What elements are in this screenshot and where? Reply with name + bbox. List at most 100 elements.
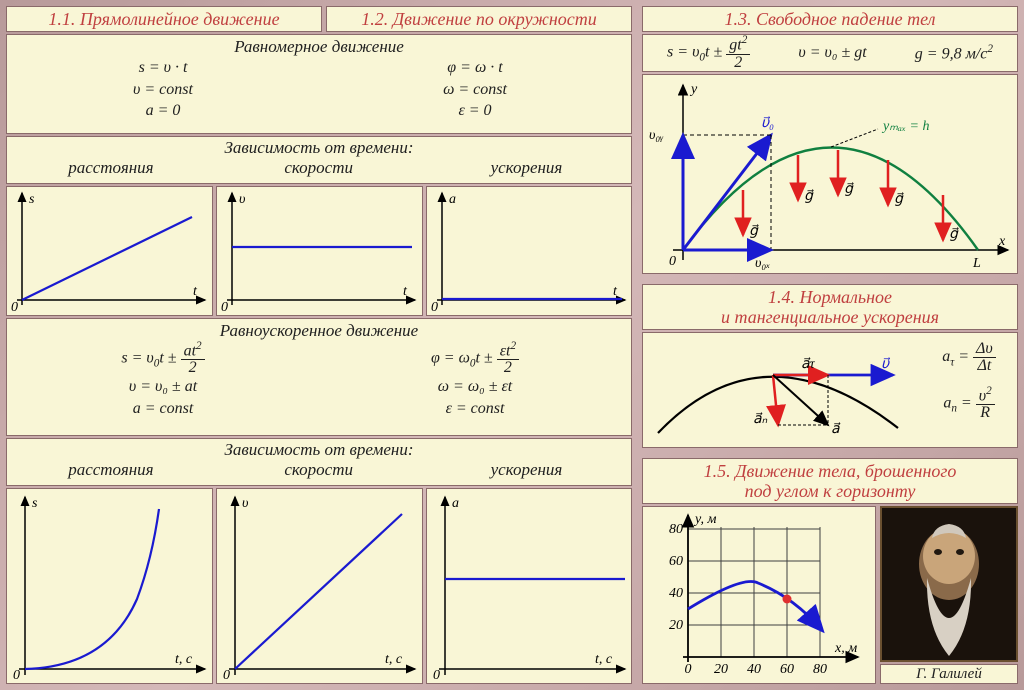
ga-s-0: 0 bbox=[13, 668, 20, 683]
s13-v0x: υ₀ₓ bbox=[755, 256, 770, 271]
uf-l1: s = υ · t bbox=[7, 57, 319, 79]
s13-x: x bbox=[998, 234, 1006, 249]
uniform-panel: Равномерное движение s = υ · t υ = const… bbox=[6, 34, 632, 134]
svg-sec13: y x 0 υ⃗₀ υ₀ᵧ υ₀ₓ yₘₐₓ = h g⃗ g⃗ g⃗ g⃗ bbox=[643, 75, 1017, 273]
s14-fat: aτ = ΔυΔt bbox=[929, 341, 1009, 374]
accel-left: s = υ0t ± at22 υ = υ₀ ± at a = const bbox=[7, 341, 319, 420]
sec15-t2: под углом к горизонту bbox=[643, 481, 1017, 501]
accel-right: φ = ω0t ± εt22 ω = ω₀ ± εt ε = const bbox=[319, 341, 631, 420]
ga-s-x: t, с bbox=[175, 652, 193, 667]
s13-g4: g⃗ bbox=[894, 192, 904, 207]
s13-L: L bbox=[972, 256, 981, 271]
s13-ymax: yₘₐₓ = h bbox=[881, 119, 929, 134]
svg-sec14: υ⃗ a⃗τ a⃗ₙ a⃗ bbox=[643, 333, 923, 447]
svg-portrait bbox=[882, 508, 1016, 660]
svg-uniform-s: s t 0 bbox=[7, 187, 212, 315]
svg-accel-s: s t, с 0 bbox=[7, 489, 212, 683]
s13-f1: s = υ0t ± gt22 bbox=[667, 35, 750, 70]
ga-a-0: 0 bbox=[433, 668, 440, 683]
sec15-title: 1.5. Движение тела, брошенного под углом… bbox=[642, 458, 1018, 504]
sec12-title: 1.2. Движение по окружности bbox=[326, 6, 632, 32]
uf-l2: υ = const bbox=[7, 79, 319, 101]
s14-a: a⃗ bbox=[831, 422, 841, 437]
sec15-t1: 1.5. Движение тела, брошенного bbox=[643, 461, 1017, 481]
uf-r2: ω = const bbox=[319, 79, 631, 101]
graph-accel-v: υ t, с 0 bbox=[216, 488, 423, 684]
gu-s-y: s bbox=[29, 192, 35, 207]
graph-uniform-v: υ t 0 bbox=[216, 186, 423, 316]
s13-0: 0 bbox=[669, 254, 676, 269]
s13-v0: υ⃗₀ bbox=[761, 116, 774, 131]
s15-yt3: 80 bbox=[669, 522, 683, 537]
ga-a-x: t, с bbox=[595, 652, 613, 667]
depend-heading-2: Зависимость от времени: bbox=[7, 440, 631, 460]
sec14-t2: и тангенциальное ускорения bbox=[643, 307, 1017, 327]
gu-a-y: a bbox=[449, 192, 456, 207]
gu-a-0: 0 bbox=[431, 300, 438, 315]
sec13-diagram: y x 0 υ⃗₀ υ₀ᵧ υ₀ₓ yₘₐₓ = h g⃗ g⃗ g⃗ g⃗ bbox=[642, 74, 1018, 274]
galileo-caption-text: Г. Галилей bbox=[881, 665, 1017, 683]
sec13-title: 1.3. Свободное падение тел bbox=[642, 6, 1018, 32]
depend-row-2: Зависимость от времени: расстояния скоро… bbox=[6, 438, 632, 486]
svg-accel-a: a t, с 0 bbox=[427, 489, 631, 683]
s15-x: x, м bbox=[834, 641, 857, 656]
svg-accel-v: υ t, с 0 bbox=[217, 489, 422, 683]
s13-f3: g = 9,8 м/с2 bbox=[915, 42, 993, 65]
svg-sec15: y, м x, м 0 20 40 60 80 20 40 60 80 bbox=[643, 507, 875, 683]
sec13-title-text: 1.3. Свободное падение тел bbox=[643, 7, 1017, 31]
s14-fan: an = υ2R bbox=[929, 386, 1009, 421]
af-l2: υ = υ₀ ± at bbox=[7, 376, 319, 398]
uf-l3: a = 0 bbox=[7, 100, 319, 122]
s15-y: y, м bbox=[693, 512, 716, 527]
s14-at: a⃗τ bbox=[801, 357, 816, 372]
s13-g3: g⃗ bbox=[844, 182, 854, 197]
s13-g5: g⃗ bbox=[949, 227, 959, 242]
graph-uniform-a: a t 0 bbox=[426, 186, 632, 316]
sec11-title-text: 1.1. Прямолинейное движение bbox=[7, 7, 321, 31]
gu-v-x: t bbox=[403, 284, 408, 299]
s15-xt4: 80 bbox=[813, 662, 827, 677]
dep-c3a: ускорения bbox=[423, 158, 631, 178]
gu-s-0: 0 bbox=[11, 300, 18, 315]
sec14-title: 1.4. Нормальное и тангенциальное ускорен… bbox=[642, 284, 1018, 330]
af-l3: a = const bbox=[7, 398, 319, 420]
dep-c2a: скорости bbox=[215, 158, 423, 178]
s15-xt2: 40 bbox=[747, 662, 761, 677]
ga-a-y: a bbox=[452, 496, 459, 511]
sec15-graph: y, м x, м 0 20 40 60 80 20 40 60 80 bbox=[642, 506, 876, 684]
s15-yt2: 60 bbox=[669, 554, 683, 569]
s13-g2: g⃗ bbox=[804, 189, 814, 204]
s13-f2: υ = υ₀ ± gt bbox=[798, 42, 866, 64]
svg-uniform-v: υ t 0 bbox=[217, 187, 422, 315]
af-r2: ω = ω₀ ± εt bbox=[319, 376, 631, 398]
accel-heading: Равноускоренное движение bbox=[7, 321, 631, 341]
galileo-portrait bbox=[880, 506, 1018, 662]
graph-accel-s: s t, с 0 bbox=[6, 488, 213, 684]
sec11-title: 1.1. Прямолинейное движение bbox=[6, 6, 322, 32]
s15-xt3: 60 bbox=[780, 662, 794, 677]
uniform-heading: Равномерное движение bbox=[7, 37, 631, 57]
depend-heading-1: Зависимость от времени: bbox=[7, 138, 631, 158]
galileo-caption: Г. Галилей bbox=[880, 664, 1018, 684]
graph-uniform-s: s t 0 bbox=[6, 186, 213, 316]
s15-xt0: 0 bbox=[685, 662, 692, 677]
s13-g1: g⃗ bbox=[749, 224, 759, 239]
svg-uniform-a: a t 0 bbox=[427, 187, 631, 315]
sec14-formulas: aτ = ΔυΔt an = υ2R bbox=[929, 341, 1009, 421]
s13-y: y bbox=[689, 82, 698, 97]
af-r1: φ = ω0t ± εt22 bbox=[319, 341, 631, 376]
gu-v-y: υ bbox=[239, 192, 245, 207]
s15-yt0: 20 bbox=[669, 618, 683, 633]
af-l1: s = υ0t ± at22 bbox=[7, 341, 319, 376]
ga-v-x: t, с bbox=[385, 652, 403, 667]
uniform-left: s = υ · t υ = const a = 0 bbox=[7, 57, 319, 122]
ga-v-y: υ bbox=[242, 496, 248, 511]
s13-v0y: υ₀ᵧ bbox=[649, 128, 664, 143]
gu-v-0: 0 bbox=[221, 300, 228, 315]
graph-accel-a: a t, с 0 bbox=[426, 488, 632, 684]
uf-r3: ε = 0 bbox=[319, 100, 631, 122]
s15-xt1: 20 bbox=[714, 662, 728, 677]
sec13-formulas: s = υ0t ± gt22 υ = υ₀ ± gt g = 9,8 м/с2 bbox=[642, 34, 1018, 72]
ga-s-y: s bbox=[32, 496, 38, 511]
gu-a-x: t bbox=[613, 284, 618, 299]
